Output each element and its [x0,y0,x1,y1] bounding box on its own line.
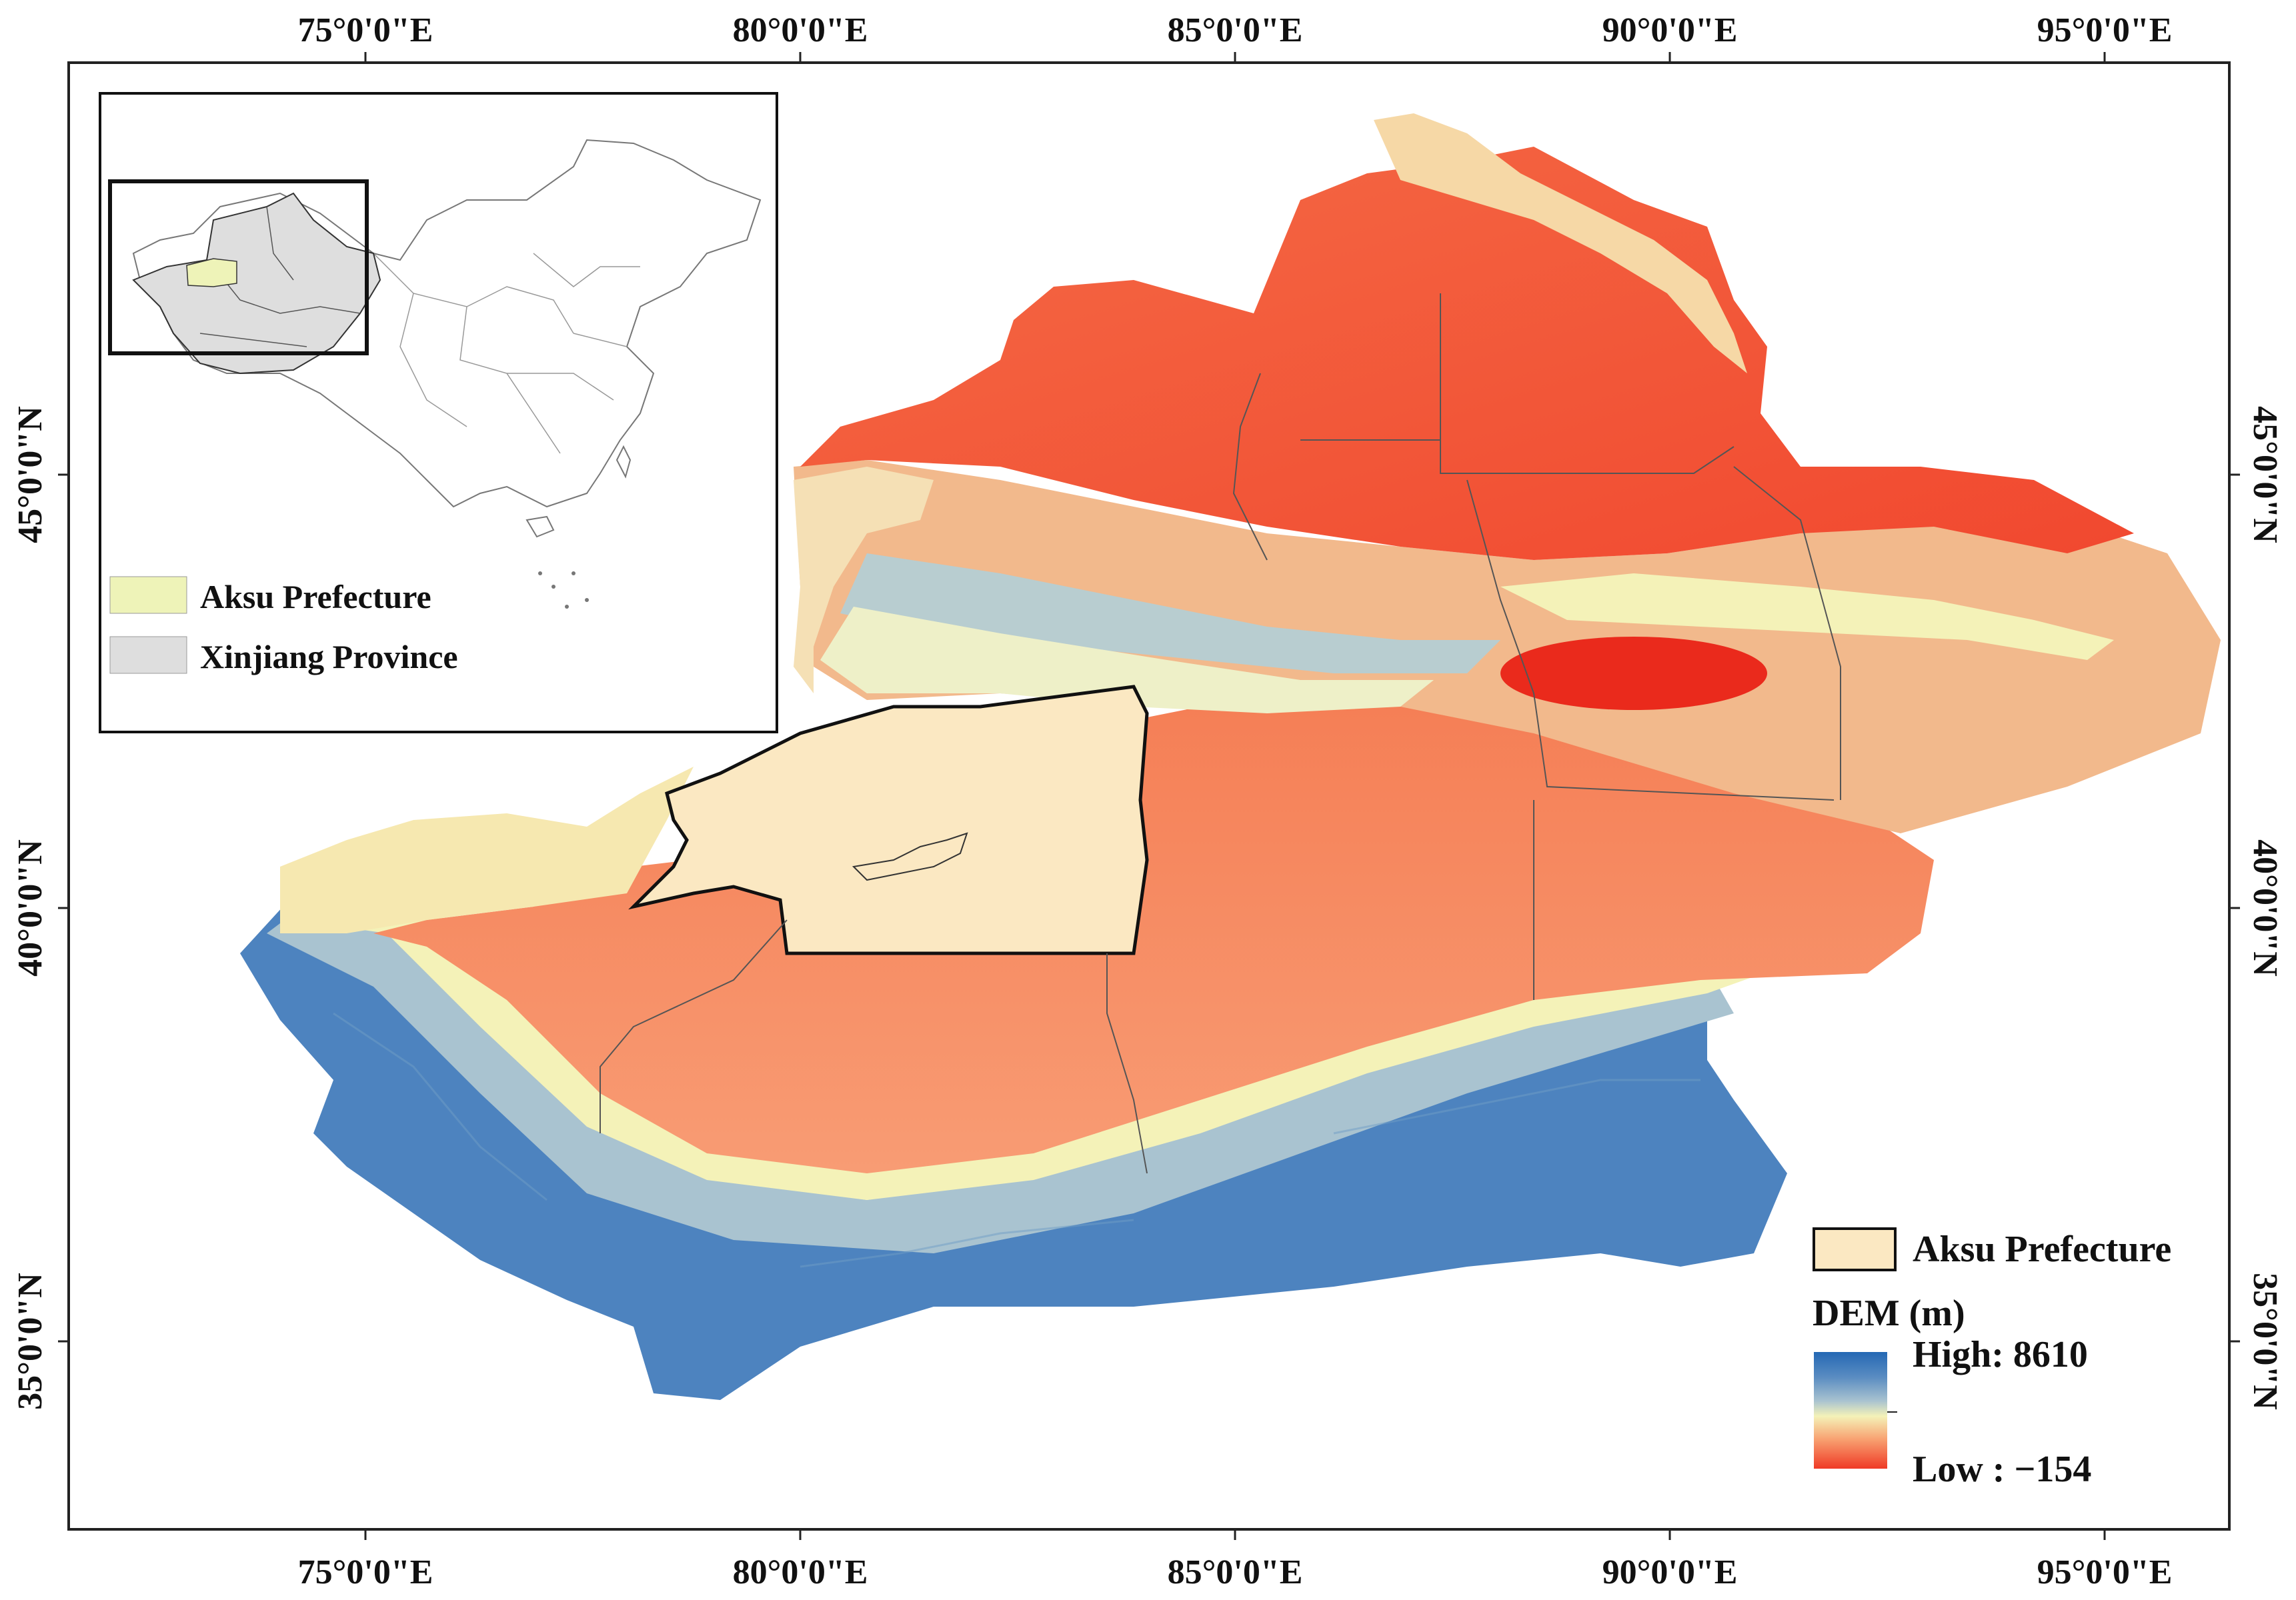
taiwan-island [616,445,632,479]
dem-high-label: High: 8610 [1913,1334,2088,1375]
inset-xinjiang-borders [199,206,361,347]
altai-range [1374,113,1747,373]
aksu-prefecture [628,685,1149,955]
legend-aksu-label: Aksu Prefecture [1913,1229,2171,1270]
legend-aksu-swatch [1813,1227,1897,1271]
kunlun-highlands [240,867,1787,1400]
eastern-tianshan [1500,573,2114,660]
dem-low-label: Low : −154 [1913,1449,2091,1490]
top-label-75: 75°0'0"E [298,11,433,49]
top-label-90: 90°0'0"E [1602,11,1738,49]
left-label-35: 35°0'0"N [11,1273,49,1410]
right-labels: 45°0'0"N 40°0'0"N 35°0'0"N [2246,406,2284,1410]
western-foothills [280,767,694,933]
inset-xinjiang [132,192,381,375]
western-ranges [794,467,934,693]
tianshan-range [794,460,2221,833]
inset-legend-xinjiang-label: Xinjiang Province [200,638,458,675]
southern-foothills [267,873,1734,1253]
main-legend: Aksu Prefecture DEM (m) High: 8610 Low :… [1813,1227,2171,1490]
inset-aksu [186,258,237,287]
left-labels: 45°0'0"N 40°0'0"N 35°0'0"N [11,406,49,1410]
top-label-85: 85°0'0"E [1168,11,1303,49]
inset-legend-aksu-label: Aksu Prefecture [200,578,431,615]
aksu-inner-lake [852,832,968,881]
bottom-labels: 75°0'0"E 80°0'0"E 85°0'0"E 90°0'0"E 95°0… [298,1553,2173,1591]
bottom-label-90: 90°0'0"E [1602,1553,1738,1591]
dem-title: DEM (m) [1813,1293,1965,1334]
dem-color-ramp [1814,1352,1887,1469]
right-label-40: 40°0'0"N [2246,839,2284,977]
bottom-label-95: 95°0'0"E [2037,1553,2173,1591]
right-label-45: 45°0'0"N [2246,406,2284,543]
south-china-sea-islands [538,571,589,609]
junggar-basin [800,147,2134,560]
bottom-label-75: 75°0'0"E [298,1553,433,1591]
bottom-label-80: 80°0'0"E [733,1553,868,1591]
dem-raster [240,113,2221,1400]
terrain-texture [333,1012,1700,1268]
bottom-label-85: 85°0'0"E [1168,1553,1303,1591]
graticule-ticks [58,52,2240,1540]
top-label-95: 95°0'0"E [2037,11,2173,49]
inset-map: Aksu Prefecture Xinjiang Province [99,92,778,733]
inset-legend-aksu-swatch [109,576,187,614]
right-label-35: 35°0'0"N [2246,1273,2284,1410]
inset-legend-xinjiang-swatch [109,636,187,674]
tianshan-snow-band [820,607,1434,713]
china-provinces [373,253,640,454]
hainan-island [525,515,555,538]
tarim-basin [373,693,1934,1173]
admin-boundaries [600,293,1841,1174]
tianshan-highland-band [840,553,1500,673]
turpan-depression [1500,637,1767,710]
top-labels: 75°0'0"E 80°0'0"E 85°0'0"E 90°0'0"E 95°0… [298,11,2173,49]
left-label-45: 45°0'0"N [11,406,49,543]
inset-highlight-box [108,179,369,355]
top-label-80: 80°0'0"E [733,11,868,49]
left-label-40: 40°0'0"N [11,839,49,977]
